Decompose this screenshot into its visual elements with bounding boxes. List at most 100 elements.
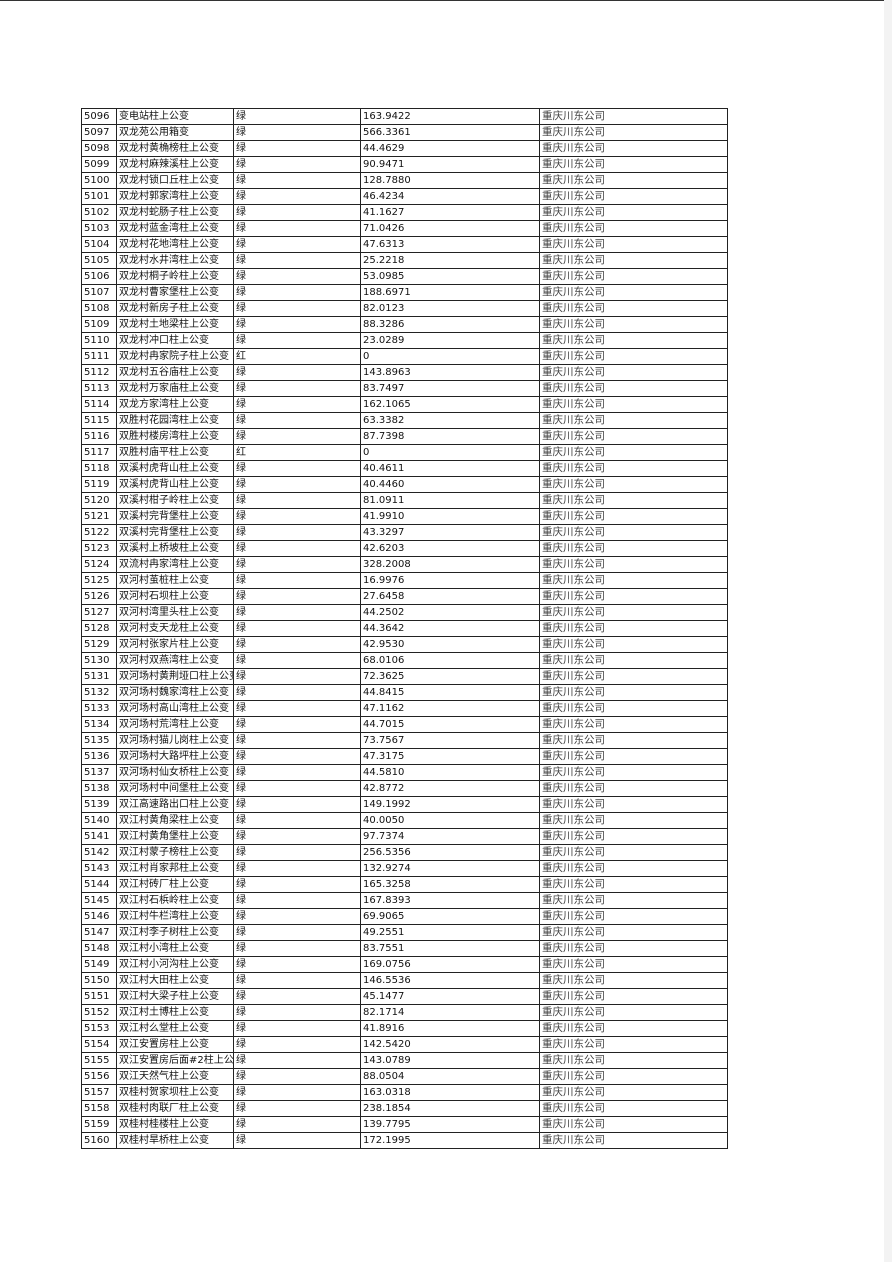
company-cell: 重庆川东公司	[539, 428, 728, 445]
row-id-cell: 5128	[81, 620, 117, 637]
row-id-cell: 5118	[81, 460, 117, 477]
transformer-name-cell: 双桂村桂楼柱上公变	[116, 1116, 234, 1133]
value-cell: 128.7880	[360, 172, 540, 189]
row-id-cell: 5137	[81, 764, 117, 781]
table-row: 5109 双龙村土地梁柱上公变绿 88.3286 重庆川东公司	[81, 316, 728, 333]
status-cell: 绿	[233, 524, 361, 541]
transformer-name-cell: 双江村么堂柱上公变	[116, 1020, 234, 1037]
transformer-name-cell: 双胜村楼房湾柱上公变	[116, 428, 234, 445]
value-cell: 53.0985	[360, 268, 540, 285]
table-row: 5101 双龙村郭家湾柱上公变绿 46.4234 重庆川东公司	[81, 188, 728, 205]
value-cell: 40.0050	[360, 812, 540, 829]
transformer-name-cell: 双龙村土地梁柱上公变	[116, 316, 234, 333]
table-row: 5112 双龙村五谷庙柱上公变绿 143.8963 重庆川东公司	[81, 364, 728, 381]
table-row: 5100 双龙村锁口丘柱上公变绿 128.7880 重庆川东公司	[81, 172, 728, 189]
table-row: 5096 变电站柱上公变绿 163.9422 重庆川东公司	[81, 108, 728, 125]
table-row: 5111 双龙村冉家院子柱上公变红 0 重庆川东公司	[81, 348, 728, 365]
company-cell: 重庆川东公司	[539, 236, 728, 253]
status-cell: 绿	[233, 1132, 361, 1149]
company-cell: 重庆川东公司	[539, 764, 728, 781]
value-cell: 63.3382	[360, 412, 540, 429]
company-cell: 重庆川东公司	[539, 1052, 728, 1069]
status-cell: 绿	[233, 812, 361, 829]
value-cell: 566.3361	[360, 124, 540, 141]
status-cell: 绿	[233, 108, 361, 125]
status-cell: 绿	[233, 300, 361, 317]
status-cell: 绿	[233, 780, 361, 797]
row-id-cell: 5124	[81, 556, 117, 573]
table-row: 5122 双溪村完背堡柱上公变绿 43.3297 重庆川东公司	[81, 524, 728, 541]
table-row: 5138 双河场村中间堡柱上公变绿 42.8772 重庆川东公司	[81, 780, 728, 797]
row-id-cell: 5130	[81, 652, 117, 669]
row-id-cell: 5109	[81, 316, 117, 333]
value-cell: 163.9422	[360, 108, 540, 125]
status-cell: 绿	[233, 732, 361, 749]
table-row: 5105 双龙村水井湾柱上公变绿 25.2218 重庆川东公司	[81, 252, 728, 269]
status-cell: 绿	[233, 844, 361, 861]
transformer-name-cell: 双溪村虎背山柱上公变	[116, 460, 234, 477]
page-top-rule	[0, 0, 892, 1]
table-row: 5135 双河场村猫儿岗柱上公变绿 73.7567 重庆川东公司	[81, 732, 728, 749]
status-cell: 绿	[233, 556, 361, 573]
transformer-name-cell: 双龙村蓝金湾柱上公变	[116, 220, 234, 237]
table-row: 5153 双江村么堂柱上公变绿 41.8916 重庆川东公司	[81, 1020, 728, 1037]
row-id-cell: 5107	[81, 284, 117, 301]
value-cell: 0	[360, 444, 540, 461]
value-cell: 238.1854	[360, 1100, 540, 1117]
value-cell: 132.9274	[360, 860, 540, 877]
transformer-name-cell: 双河场村高山湾柱上公变	[116, 700, 234, 717]
value-cell: 165.3258	[360, 876, 540, 893]
value-cell: 68.0106	[360, 652, 540, 669]
status-cell: 绿	[233, 252, 361, 269]
value-cell: 44.4629	[360, 140, 540, 157]
transformer-name-cell: 双龙村黄桷榜柱上公变	[116, 140, 234, 157]
transformer-name-cell: 双溪村完背堡柱上公变	[116, 508, 234, 525]
transformer-table-body: 5096 变电站柱上公变绿 163.9422 重庆川东公司 5097 双龙苑公用箱变绿 56…	[81, 108, 728, 1149]
value-cell: 44.2502	[360, 604, 540, 621]
table-row: 5154 双江安置房柱上公变绿 142.5420 重庆川东公司	[81, 1036, 728, 1053]
status-cell: 绿	[233, 412, 361, 429]
table-row: 5129 双河村张家片柱上公变绿 42.9530 重庆川东公司	[81, 636, 728, 653]
status-cell: 绿	[233, 380, 361, 397]
transformer-name-cell: 双江安置房柱上公变	[116, 1036, 234, 1053]
transformer-name-cell: 双龙村花地湾柱上公变	[116, 236, 234, 253]
company-cell: 重庆川东公司	[539, 796, 728, 813]
company-cell: 重庆川东公司	[539, 508, 728, 525]
table-row: 5143 双江村肖家邦柱上公变绿 132.9274 重庆川东公司	[81, 860, 728, 877]
company-cell: 重庆川东公司	[539, 476, 728, 493]
company-cell: 重庆川东公司	[539, 684, 728, 701]
value-cell: 69.9065	[360, 908, 540, 925]
status-cell: 绿	[233, 284, 361, 301]
company-cell: 重庆川东公司	[539, 652, 728, 669]
status-cell: 绿	[233, 540, 361, 557]
value-cell: 83.7551	[360, 940, 540, 957]
table-row: 5102 双龙村蛇肠子柱上公变绿 41.1627 重庆川东公司	[81, 204, 728, 221]
transformer-name-cell: 双江村李子树柱上公变	[116, 924, 234, 941]
status-cell: 绿	[233, 988, 361, 1005]
value-cell: 82.1714	[360, 1004, 540, 1021]
company-cell: 重庆川东公司	[539, 524, 728, 541]
status-cell: 绿	[233, 924, 361, 941]
row-id-cell: 5114	[81, 396, 117, 413]
row-id-cell: 5149	[81, 956, 117, 973]
table-row: 5124 双流村冉家湾柱上公变绿 328.2008 重庆川东公司	[81, 556, 728, 573]
row-id-cell: 5101	[81, 188, 117, 205]
company-cell: 重庆川东公司	[539, 140, 728, 157]
status-cell: 绿	[233, 1068, 361, 1085]
table-row: 5158 双桂村肉联厂柱上公变绿 238.1854 重庆川东公司	[81, 1100, 728, 1117]
status-cell: 绿	[233, 1036, 361, 1053]
status-cell: 绿	[233, 636, 361, 653]
transformer-name-cell: 双河场村大路坪柱上公变	[116, 748, 234, 765]
status-cell: 绿	[233, 492, 361, 509]
transformer-name-cell: 双龙村蛇肠子柱上公变	[116, 204, 234, 221]
value-cell: 97.7374	[360, 828, 540, 845]
company-cell: 重庆川东公司	[539, 572, 728, 589]
value-cell: 71.0426	[360, 220, 540, 237]
table-row: 5159 双桂村桂楼柱上公变绿 139.7795 重庆川东公司	[81, 1116, 728, 1133]
status-cell: 绿	[233, 876, 361, 893]
value-cell: 149.1992	[360, 796, 540, 813]
value-cell: 139.7795	[360, 1116, 540, 1133]
status-cell: 绿	[233, 828, 361, 845]
row-id-cell: 5140	[81, 812, 117, 829]
company-cell: 重庆川东公司	[539, 1068, 728, 1085]
